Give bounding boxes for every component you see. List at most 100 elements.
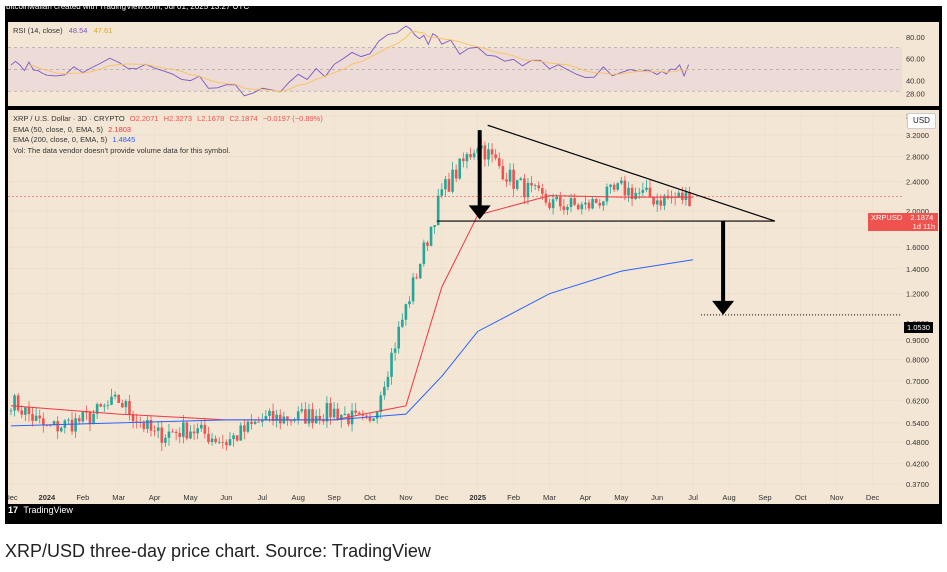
time-label: Jun — [651, 493, 663, 502]
candle-body — [275, 414, 278, 422]
rsi-plot — [8, 25, 902, 97]
candle-body — [286, 416, 289, 421]
candle-body — [465, 154, 469, 162]
candle-body — [472, 153, 476, 158]
candle-body — [59, 427, 63, 432]
currency-button[interactable]: USD — [907, 113, 936, 129]
candle-body — [372, 418, 375, 421]
rsi-axis-ticks: 80.00 60.00 40.00 28.00 — [906, 33, 925, 98]
time-label: 2024 — [39, 493, 57, 502]
legend-open: O2.2071 — [129, 114, 159, 123]
rsi-tick-label: 40.00 — [906, 76, 925, 85]
candle-body — [192, 431, 196, 434]
candle-body — [591, 199, 594, 209]
candle-body — [627, 187, 630, 196]
candle-body — [390, 352, 393, 377]
candle-body — [555, 196, 558, 200]
candle-body — [544, 193, 548, 203]
candle-body — [469, 154, 472, 158]
time-label: Nov — [399, 493, 413, 502]
price-tick-label: 2.4000 — [906, 178, 929, 187]
legend-ema50-row: EMA (50, close, 0, EMA, 5) 2.1803 — [13, 125, 323, 136]
candle-body — [616, 183, 620, 190]
candle-body — [128, 401, 131, 415]
candle-body — [447, 179, 451, 192]
time-label: 2025 — [469, 493, 486, 502]
price-tick-label: 1.2000 — [906, 290, 929, 299]
candle-body — [339, 415, 343, 420]
candle-body — [24, 407, 27, 415]
tradingview-logo-icon: 17 — [8, 505, 19, 515]
candle-body — [648, 187, 652, 198]
candle-body — [462, 158, 465, 162]
candle-body — [99, 404, 103, 407]
candle-body — [120, 403, 124, 408]
ema50-label: EMA (50, close, 0, EMA, 5) — [13, 124, 104, 134]
candle-body — [95, 404, 99, 414]
candle-body — [537, 185, 541, 189]
candle-body — [497, 158, 501, 167]
price-axis[interactable]: 3.60003.20002.80002.40002.00001.80001.60… — [902, 110, 939, 490]
candle-body — [343, 413, 347, 416]
candle-body — [296, 411, 300, 420]
candle-body — [494, 154, 497, 159]
symbol-label: XRP / U.S. Dollar · 3D · CRYPTO — [13, 114, 125, 123]
time-label: May — [614, 493, 628, 502]
candle-body — [566, 206, 569, 210]
price-panel[interactable]: XRP / U.S. Dollar · 3D · CRYPTO O2.2071 … — [8, 110, 902, 490]
candle-body — [677, 192, 681, 198]
candle-body — [257, 421, 261, 423]
legend-ohlc-row: XRP / U.S. Dollar · 3D · CRYPTO O2.2071 … — [13, 114, 323, 125]
candle-body — [52, 421, 56, 426]
candle-body — [110, 396, 113, 405]
price-tick-label: 0.4200 — [906, 459, 929, 468]
candle-body — [225, 442, 228, 446]
candle-body — [630, 187, 634, 199]
candle-body — [444, 179, 447, 190]
price-tick-label: 2.8000 — [906, 153, 929, 162]
candle-body — [620, 180, 623, 184]
candle-body — [605, 186, 609, 202]
candle-body — [634, 192, 637, 199]
candle-body — [541, 188, 544, 194]
price-tick-label: 0.3700 — [906, 480, 929, 489]
candle-body — [523, 178, 526, 198]
candle-body — [332, 408, 336, 418]
candle-body — [426, 242, 429, 246]
rsi-ma-line — [28, 31, 689, 93]
legend-change: −0.0197 (−0.89%) — [262, 114, 323, 123]
candle-body — [451, 169, 454, 192]
candle-body — [228, 439, 232, 446]
price-tick-label: 3.2000 — [906, 131, 929, 140]
candle-body — [300, 409, 304, 412]
candle-body — [418, 263, 422, 279]
candle-body — [350, 410, 354, 425]
rsi-axis[interactable]: 80.00 60.00 40.00 28.00 — [902, 22, 939, 106]
price-tick-label: 0.4800 — [906, 438, 929, 447]
time-label: Nov — [830, 493, 844, 502]
candle-body — [562, 206, 566, 210]
candle-body — [253, 421, 257, 424]
candle-body — [397, 326, 401, 349]
candle-body — [20, 410, 24, 415]
price-legend: XRP / U.S. Dollar · 3D · CRYPTO O2.2071 … — [13, 114, 323, 156]
candle-body — [393, 348, 397, 353]
time-label: Apr — [149, 493, 161, 502]
candle-body — [113, 394, 117, 397]
candle-body — [684, 192, 688, 200]
candle-body — [558, 196, 562, 207]
candle-body — [548, 202, 551, 209]
candle-body — [404, 304, 408, 320]
candle-body — [598, 203, 602, 206]
candle-body — [203, 424, 207, 434]
ema50-value: 2.1803 — [108, 124, 132, 134]
rsi-tick-label: 60.00 — [906, 55, 925, 64]
candle-body — [454, 169, 458, 179]
time-axis[interactable]: Dec 2024 Feb Mar Apr May Jun Jul Aug Sep Oct Nov Dec… — [8, 490, 902, 504]
legend-low: L2.1678 — [197, 114, 225, 123]
candle-body — [117, 394, 120, 404]
price-tick-label: 1.6000 — [906, 243, 929, 252]
current-tag-price: 2.1874 — [910, 213, 934, 222]
candle-body — [637, 192, 641, 194]
rsi-panel[interactable]: RSI (14, close) 48.54 47.61 — [8, 22, 902, 106]
